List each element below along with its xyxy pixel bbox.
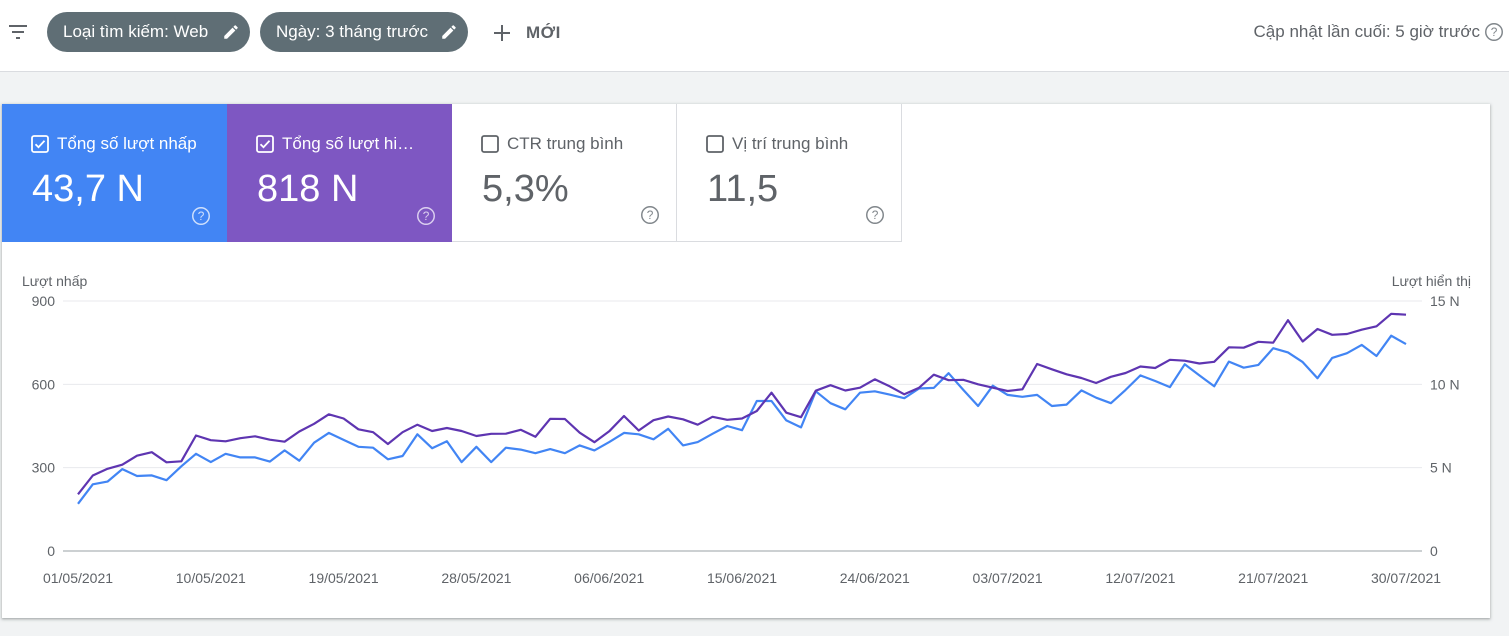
x-tick-label: 12/07/2021 (1105, 570, 1175, 586)
plus-icon (494, 25, 510, 41)
svg-text:?: ? (872, 208, 879, 222)
help-icon[interactable]: ? (415, 205, 437, 227)
y-left-tick-label: 900 (32, 293, 56, 309)
help-icon[interactable]: ? (639, 204, 661, 226)
series-line-impressions (77, 312, 1407, 495)
help-icon[interactable]: ? (190, 205, 212, 227)
checkbox-checked-icon[interactable] (256, 135, 274, 153)
metric-value: 11,5 (707, 168, 779, 210)
metric-value: 5,3% (482, 168, 569, 210)
y-right-tick-label: 15 N (1430, 293, 1460, 309)
performance-card: Tổng số lượt nhấp 43,7 N ? Tổng số lượt … (2, 104, 1490, 618)
x-tick-label: 28/05/2021 (441, 570, 511, 586)
last-updated-text: Cập nhật lần cuối: 5 giờ trước (1253, 22, 1480, 41)
new-filter-button[interactable]: MỚI (490, 18, 561, 48)
help-icon[interactable]: ? (1483, 21, 1505, 43)
new-filter-label: MỚI (526, 23, 561, 42)
y-left-tick-label: 600 (32, 376, 56, 392)
x-tick-label: 15/06/2021 (707, 570, 777, 586)
pencil-icon (442, 25, 456, 39)
y-left-axis-title: Lượt nhấp (22, 273, 87, 289)
x-tick-label: 24/06/2021 (840, 570, 910, 586)
checkbox-unchecked-icon[interactable] (481, 135, 499, 153)
search-type-chip-label: Loại tìm kiếm: Web (63, 22, 209, 41)
x-tick-label: 03/07/2021 (973, 570, 1043, 586)
metric-tile-impressions[interactable]: Tổng số lượt hiển thị 818 N ? (227, 104, 452, 242)
metric-value: 43,7 N (32, 168, 144, 210)
svg-text:?: ? (1491, 25, 1498, 39)
search-type-chip[interactable]: Loại tìm kiếm: Web (47, 12, 250, 52)
y-left-tick-label: 300 (32, 460, 56, 476)
x-tick-label: 01/05/2021 (43, 570, 113, 586)
pencil-icon (224, 25, 238, 39)
metric-value: 818 N (257, 168, 359, 210)
x-tick-label: 06/06/2021 (574, 570, 644, 586)
x-tick-label: 10/05/2021 (176, 570, 246, 586)
metric-tile-ctr[interactable]: CTR trung bình 5,3% ? (452, 104, 677, 242)
svg-text:?: ? (198, 209, 205, 223)
metric-tile-position[interactable]: Vị trí trung bình 11,5 ? (677, 104, 902, 242)
checkbox-checked-icon[interactable] (31, 135, 49, 153)
x-tick-label: 21/07/2021 (1238, 570, 1308, 586)
y-right-tick-label: 0 (1430, 543, 1438, 559)
y-right-tick-label: 10 N (1430, 376, 1460, 392)
y-right-axis-title: Lượt hiển thị (1392, 273, 1471, 289)
performance-chart: 900 15 N 600 10 N 300 5 N 0 0 Lượt nhấp Lượt hiển… (22, 273, 1471, 586)
svg-text:?: ? (647, 208, 654, 222)
x-tick-label: 19/05/2021 (309, 570, 379, 586)
filter-icon[interactable] (6, 20, 30, 44)
date-chip-label: Ngày: 3 tháng trước (276, 22, 428, 41)
y-left-tick-label: 0 (47, 543, 55, 559)
series-line-clicks (77, 334, 1407, 505)
checkbox-unchecked-icon[interactable] (706, 135, 724, 153)
svg-text:?: ? (423, 209, 430, 223)
x-tick-label: 30/07/2021 (1371, 570, 1441, 586)
date-chip[interactable]: Ngày: 3 tháng trước (260, 12, 468, 52)
metric-tile-clicks[interactable]: Tổng số lượt nhấp 43,7 N ? (2, 104, 227, 242)
toolbar: Loại tìm kiếm: Web Ngày: 3 tháng trước M… (0, 0, 1509, 72)
help-icon[interactable]: ? (864, 204, 886, 226)
y-right-tick-label: 5 N (1430, 460, 1452, 476)
